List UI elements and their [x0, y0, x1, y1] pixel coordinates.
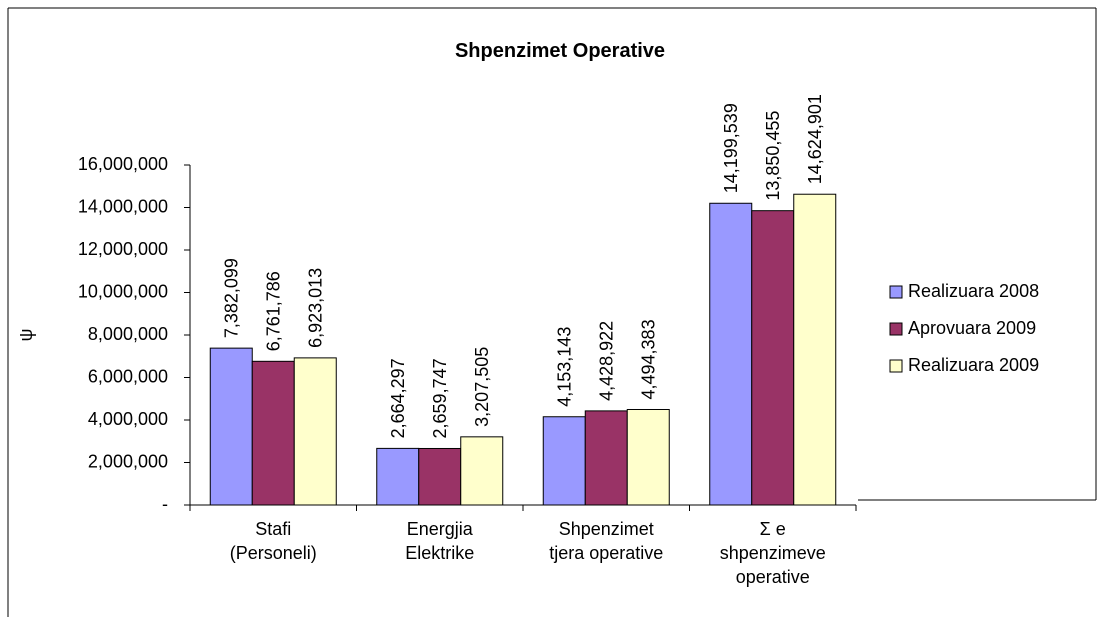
bar — [709, 202, 753, 506]
data-label: 3,207,505 — [472, 347, 492, 427]
bar — [793, 193, 837, 506]
legend-label: Realizuara 2008 — [908, 281, 1039, 301]
legend-label: Aprovuara 2009 — [908, 318, 1036, 338]
chart-title: Shpenzimet Operative — [455, 40, 665, 62]
data-label: 13,850,455 — [763, 111, 783, 201]
y-tick-label: 8,000,000 — [88, 324, 168, 344]
y-tick-label: 10,000,000 — [78, 281, 168, 301]
legend-swatch — [889, 359, 903, 373]
bar — [418, 447, 462, 506]
bar — [460, 436, 504, 506]
y-tick-label: 14,000,000 — [78, 196, 168, 216]
bar — [251, 360, 295, 506]
y-axis-label: ψ — [16, 329, 36, 342]
data-label: 6,761,786 — [263, 271, 283, 351]
data-label: 4,428,922 — [596, 321, 616, 401]
data-label: 6,923,013 — [305, 268, 325, 348]
data-label: 14,624,901 — [805, 94, 825, 184]
x-tick-label: Σ e shpenzimeve operative — [720, 519, 826, 587]
legend-swatch — [889, 285, 903, 299]
data-label: 2,659,747 — [430, 358, 450, 438]
legend-swatch — [889, 322, 903, 336]
bar — [542, 416, 586, 506]
bar — [626, 408, 670, 506]
y-tick-label: - — [162, 494, 168, 514]
data-label: 4,153,143 — [554, 327, 574, 407]
y-tick-label: 16,000,000 — [78, 154, 168, 174]
y-tick-label: 4,000,000 — [88, 409, 168, 429]
x-tick-label: Energjia Elektrike — [405, 519, 474, 563]
y-tick-label: 6,000,000 — [88, 366, 168, 386]
bar — [584, 410, 628, 506]
data-label: 7,382,099 — [221, 258, 241, 338]
data-label: 14,199,539 — [721, 103, 741, 193]
x-tick-label: Stafi (Personeli) — [230, 519, 317, 563]
data-label: 2,664,297 — [388, 358, 408, 438]
y-tick-label: 2,000,000 — [88, 451, 168, 471]
x-tick-label: Shpenzimet tjera operative — [549, 519, 663, 563]
bar — [209, 347, 253, 506]
y-tick-label: 12,000,000 — [78, 239, 168, 259]
bar — [751, 210, 795, 506]
legend-label: Realizuara 2009 — [908, 355, 1039, 375]
data-label: 4,494,383 — [638, 319, 658, 399]
bar — [293, 357, 337, 506]
bar — [376, 447, 420, 506]
